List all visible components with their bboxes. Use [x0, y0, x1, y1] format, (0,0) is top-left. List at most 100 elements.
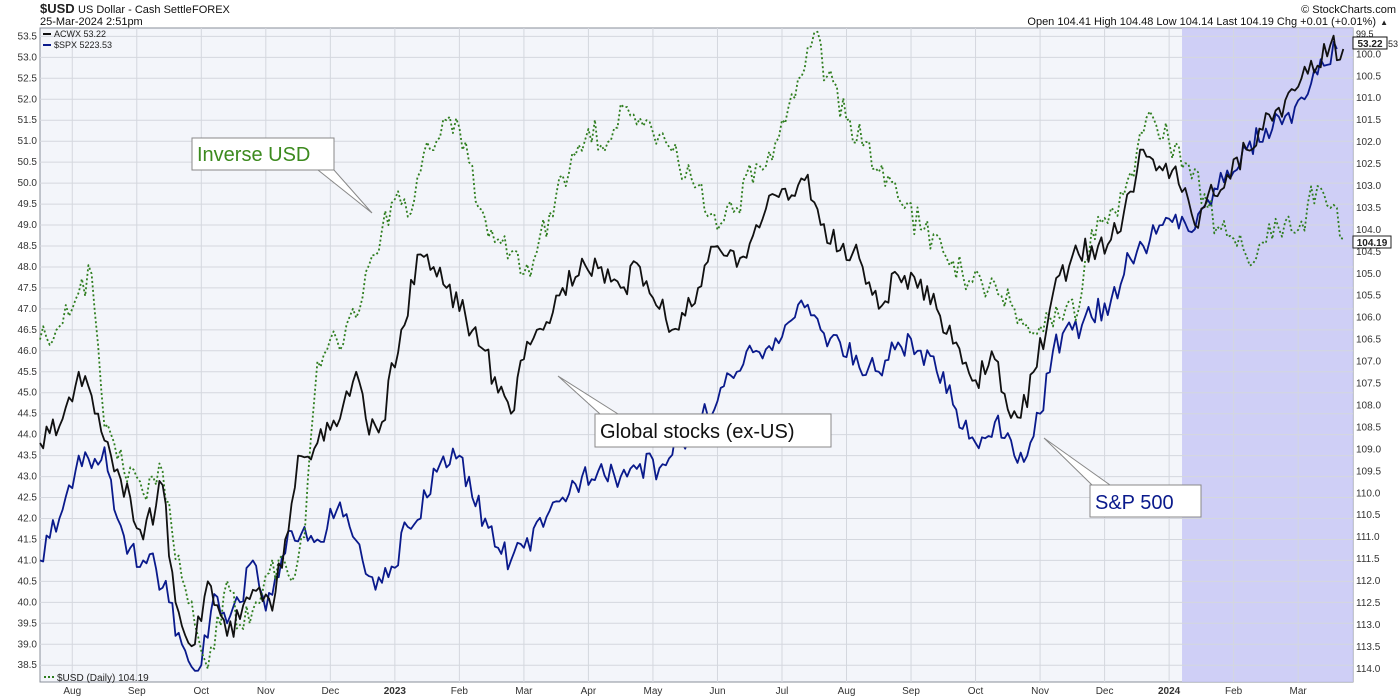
chart-date: 25-Mar-2024 2:51pm	[40, 16, 143, 28]
legend-top: ACWX 53.22 $SPX 5223.53	[43, 29, 112, 50]
right-tick-label: 111.5	[1356, 554, 1380, 565]
left-tick-label: 49.5	[18, 199, 38, 210]
acwx-line	[39, 34, 1345, 648]
left-tick-label: 53.5	[18, 31, 38, 42]
left-tick-label: 50.0	[18, 178, 38, 189]
exchange: FOREX	[192, 4, 231, 16]
right-tick-label: 106.0	[1356, 313, 1381, 324]
source: © StockCharts.com	[1301, 4, 1396, 16]
left-tick-label: 42.5	[18, 493, 38, 504]
left-tick-label: 38.5	[18, 660, 38, 671]
right-tick-label: 101.0	[1356, 93, 1381, 104]
legend-acwx: ACWX 53.22	[54, 29, 106, 39]
left-tick-label: 51.0	[18, 136, 38, 147]
x-tick-label: Mar	[515, 686, 533, 697]
right-tick-label: 112.0	[1356, 576, 1381, 587]
legend-usd: $USD (Daily) 104.19	[57, 673, 149, 684]
right-tick-label: 103.0	[1356, 181, 1381, 192]
ohlc-readout: Open 104.41 High 104.48 Low 104.14 Last …	[1027, 16, 1376, 28]
x-tick-label: Apr	[581, 686, 597, 697]
usd-line	[39, 30, 1344, 670]
left-tick-label: 52.5	[18, 73, 38, 84]
left-tick-label: 40.5	[18, 576, 38, 587]
left-tick-label: 40.0	[18, 597, 38, 608]
annotation-global-stocks-label: Global stocks (ex-US)	[600, 421, 795, 443]
right-tick-label: 104.5	[1356, 247, 1381, 258]
left-tick-label: 39.5	[18, 618, 38, 629]
x-tick-label: Nov	[1031, 686, 1049, 697]
left-tick-label: 51.5	[18, 115, 38, 126]
symbol-name: US Dollar - Cash Settle	[78, 4, 192, 16]
right-tick-label: 102.0	[1356, 137, 1381, 148]
left-tick-label: 49.0	[18, 220, 38, 231]
right-tick-label: 105.0	[1356, 269, 1381, 280]
callout-box	[1089, 484, 1202, 518]
left-axis: 38.5 39.0 39.5 40.0 40.5 41.0 41.5 42.0 42.5 43.0…	[18, 31, 38, 671]
left-tick-label: 47.0	[18, 304, 38, 315]
x-tick-label: 2024	[1158, 686, 1181, 697]
annotation-global-stocks: Global stocks (ex-US)	[557, 375, 832, 448]
right-tick-label: 100.0	[1356, 49, 1381, 60]
right-tick-label: 108.0	[1356, 400, 1381, 411]
right-axis: 100.0 100.5 101.0 101.5 102.0 102.5 103.0 103.5…	[1356, 49, 1381, 674]
annotation-inverse-usd-label: Inverse USD	[197, 144, 310, 166]
left-tick-label: 45.0	[18, 388, 38, 399]
right-tick-label: 110.0	[1356, 488, 1381, 499]
x-axis: Aug Sep Oct Nov Dec 2023 Feb Mar Apr May Jun Jul Aug…	[63, 686, 1307, 697]
left-tick-label: 46.0	[18, 346, 38, 357]
right-tick-label: 101.5	[1356, 115, 1381, 126]
chart-header: $USD US Dollar - Cash Settle FOREX 25-Ma…	[40, 1, 1396, 28]
x-tick-label: Jul	[776, 686, 789, 697]
x-tick-label: Sep	[902, 686, 920, 697]
grid	[40, 28, 1353, 682]
right-tick-label: 107.0	[1356, 357, 1381, 368]
acwx-badge	[1352, 36, 1388, 50]
left-tick-label: 43.5	[18, 451, 38, 462]
clipped-top-label: 99.5	[1356, 29, 1374, 39]
x-tick-label: Jun	[709, 686, 725, 697]
annotation-sp500: S&P 500	[1043, 437, 1202, 518]
plot-background	[39, 27, 1354, 683]
callout-box	[191, 137, 335, 171]
right-tick-label: 106.5	[1356, 335, 1381, 346]
left-tick-label: 47.5	[18, 283, 38, 294]
x-tick-label: Nov	[257, 686, 275, 697]
last-value-badges: 99.5 53.22 53 104.19	[1352, 29, 1398, 249]
right-tick-label: 110.5	[1356, 510, 1381, 521]
left-tick-label: 41.5	[18, 534, 38, 545]
right-tick-label: 103.5	[1356, 203, 1381, 214]
x-tick-label: Oct	[194, 686, 210, 697]
usd-badge	[1352, 235, 1392, 249]
legend-bottom: $USD (Daily) 104.19	[44, 673, 149, 684]
x-tick-label: Mar	[1290, 686, 1308, 697]
left-tick-label: 39.0	[18, 639, 38, 650]
right-tick-label: 113.5	[1356, 642, 1381, 653]
left-tick-label: 52.0	[18, 94, 38, 105]
left-tick-label: 45.5	[18, 367, 38, 378]
right-tick-label: 107.5	[1356, 379, 1381, 390]
right-tick-label: 102.5	[1356, 159, 1381, 170]
left-tick-label: 42.0	[18, 514, 38, 525]
left-tick-label: 48.0	[18, 262, 38, 273]
left-tick-label: 53.0	[18, 52, 38, 63]
legend-spx: $SPX 5223.53	[54, 40, 112, 50]
right-tick-label: 113.0	[1356, 620, 1381, 631]
x-tick-label: Oct	[968, 686, 984, 697]
annotation-sp500-label: S&P 500	[1095, 492, 1174, 514]
x-tick-label: Dec	[321, 686, 339, 697]
right-tick-label: 112.5	[1356, 598, 1381, 609]
right-tick-label: 100.5	[1356, 71, 1381, 82]
left-tick-label: 44.5	[18, 409, 38, 420]
x-tick-label: Aug	[63, 686, 81, 697]
acwx-badge-value: 53.22	[1357, 39, 1382, 50]
left-tick-label: 44.0	[18, 430, 38, 441]
x-tick-label: Sep	[128, 686, 146, 697]
right-tick-label: 108.5	[1356, 422, 1381, 433]
x-tick-label: Aug	[838, 686, 856, 697]
symbol: $USD	[40, 1, 75, 16]
annotation-inverse-usd: Inverse USD	[191, 137, 373, 214]
left-tick-label: 46.5	[18, 325, 38, 336]
left-tick-label: 43.0	[18, 472, 38, 483]
highlight-region	[1182, 28, 1353, 682]
